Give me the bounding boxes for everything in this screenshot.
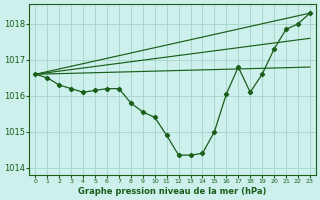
X-axis label: Graphe pression niveau de la mer (hPa): Graphe pression niveau de la mer (hPa)	[78, 187, 267, 196]
